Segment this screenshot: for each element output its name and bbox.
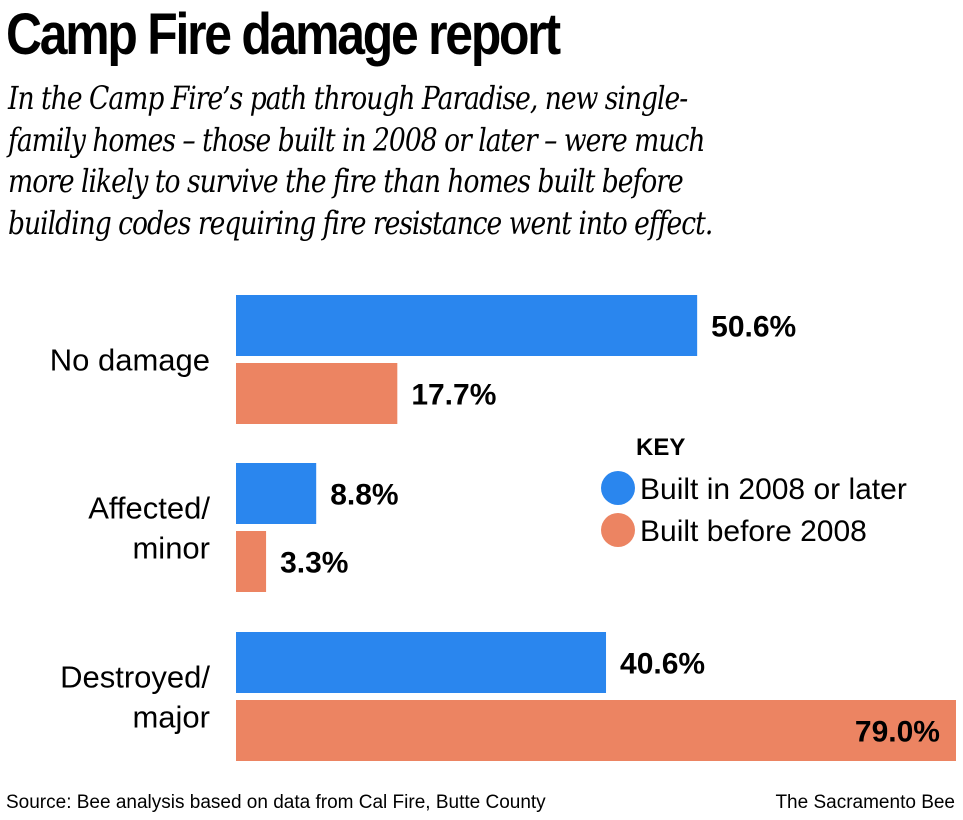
data-label: 79.0% (855, 716, 940, 749)
subtitle-line: family homes – those built in 2008 or la… (8, 120, 705, 159)
source-note: Source: Bee analysis based on data from … (6, 792, 546, 813)
legend: KEY Built in 2008 or later Built before 2… (601, 434, 907, 548)
category-label: minor (132, 531, 210, 566)
subtitle-line: In the Camp Fire’s path through Paradise… (8, 79, 688, 117)
data-label: 50.6% (711, 311, 796, 344)
legend-label: Built in 2008 or later (640, 473, 907, 506)
data-label: 17.7% (411, 379, 496, 412)
bar-built-before-2008 (236, 700, 956, 761)
legend-label: Built before 2008 (640, 515, 867, 548)
data-label: 40.6% (620, 648, 705, 681)
subtitle-line: more likely to survive the fire than hom… (8, 162, 684, 200)
publisher-credit: The Sacramento Bee (775, 792, 955, 813)
category-label: No damage (50, 343, 210, 378)
bar-built-before-2008 (236, 531, 267, 592)
legend-swatch-built-before-2008 (601, 513, 635, 547)
bar-built-before-2008 (236, 363, 398, 424)
chart-title: Camp Fire damage report (6, 2, 561, 67)
data-label: 3.3% (280, 547, 348, 580)
legend-swatch-built-2008-or-later (601, 471, 635, 505)
category-label: major (132, 700, 210, 735)
category-label: Destroyed/ (60, 660, 210, 695)
bar-built-2008-or-later (236, 463, 317, 524)
bars-group: No damage 50.6% 17.7% Affected/minor 8.8% 3.3… (50, 295, 956, 761)
legend-title: KEY (636, 434, 685, 461)
bar-built-2008-or-later (236, 632, 607, 693)
bar-built-2008-or-later (236, 295, 698, 356)
subtitle-line: building codes requiring fire resistance… (8, 203, 713, 242)
data-label: 8.8% (330, 479, 398, 512)
category-label: Affected/ (88, 491, 210, 526)
chart-subtitle: In the Camp Fire’s path through Paradise… (8, 78, 838, 244)
